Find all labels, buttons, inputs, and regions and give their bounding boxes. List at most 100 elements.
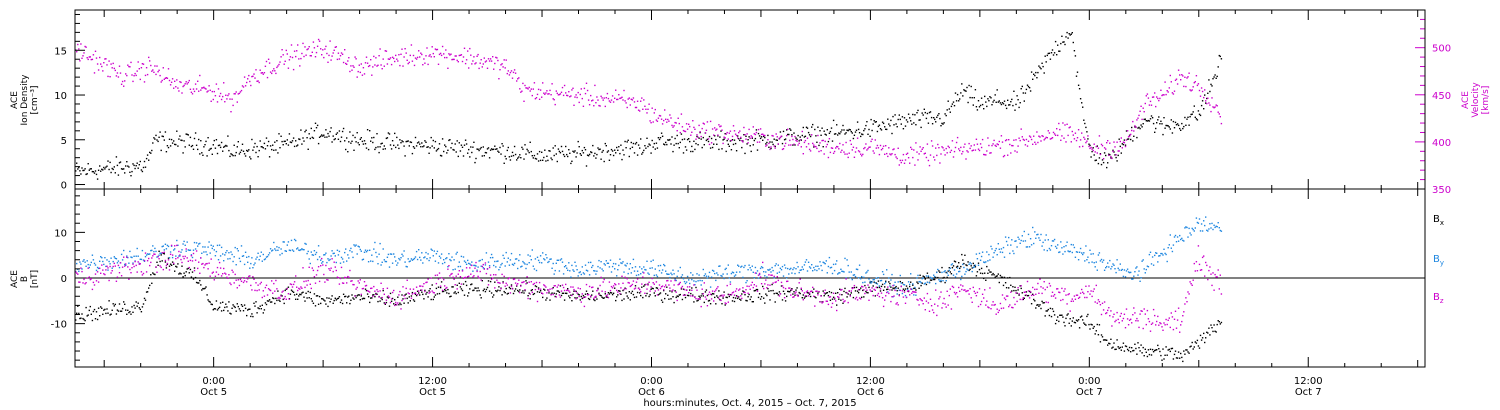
velocity-point: [921, 148, 923, 150]
field-by-point: [1085, 245, 1087, 247]
field-by-point: [386, 256, 389, 258]
field-bz-point: [230, 283, 232, 286]
field-bz-point: [621, 275, 623, 277]
ion-density-point: [192, 148, 195, 150]
field-bx-point: [1196, 339, 1199, 342]
field-bx-point: [337, 297, 340, 299]
field-by-point: [399, 259, 401, 261]
field-bx-point: [224, 306, 226, 309]
field-bz-point: [551, 288, 553, 290]
velocity-point: [719, 125, 721, 128]
field-bz-point: [484, 262, 487, 264]
field-by-point: [1009, 252, 1011, 255]
velocity-point: [241, 85, 244, 87]
velocity-point: [1025, 138, 1028, 141]
field-by-point: [689, 282, 691, 285]
field-by-point: [947, 274, 949, 276]
field-by-point: [463, 260, 466, 262]
velocity-point: [1186, 77, 1188, 79]
field-by-point: [543, 258, 545, 260]
field-bx-point: [1215, 331, 1217, 333]
velocity-point: [483, 57, 485, 59]
field-bz-point: [126, 256, 128, 258]
field-by-point: [913, 294, 915, 296]
velocity-point: [501, 63, 503, 65]
field-bx-point: [978, 268, 981, 271]
velocity-point: [1115, 154, 1117, 156]
field-bx-point: [149, 284, 151, 287]
field-bx-point: [170, 264, 173, 266]
field-by-point: [448, 253, 450, 255]
field-by-point: [944, 270, 946, 272]
velocity-point: [670, 117, 672, 119]
field-by-point: [1041, 245, 1043, 247]
ion-density-point: [933, 117, 935, 119]
velocity-point: [459, 54, 462, 56]
ion-density-point: [448, 139, 450, 142]
field-bx-point: [304, 300, 306, 302]
field-bz-point: [530, 281, 532, 283]
field-bx-point: [869, 282, 871, 284]
field-bx-point: [191, 271, 194, 273]
velocity-point: [367, 65, 370, 68]
field-by-point: [562, 273, 565, 275]
field-bz-point: [585, 283, 588, 286]
field-bx-point: [1003, 276, 1006, 279]
ion-density-point: [121, 168, 124, 170]
ion-density-point: [1165, 124, 1167, 127]
field-by-point: [225, 251, 227, 254]
field-by-point: [875, 277, 877, 279]
field-by-point: [771, 266, 773, 269]
field-bz-point: [573, 288, 575, 291]
ion-density-point: [154, 138, 156, 140]
field-bx-point: [551, 292, 553, 294]
ion-density-point: [137, 167, 139, 169]
field-bx-point: [329, 301, 331, 303]
ion-density-point: [208, 149, 210, 151]
field-by-point: [293, 238, 296, 241]
field-bz-point: [577, 287, 579, 289]
ion-density-point: [88, 169, 90, 171]
velocity-point: [207, 90, 209, 92]
field-by-point: [768, 269, 770, 271]
ion-density-point: [468, 148, 470, 151]
field-bx-point: [485, 288, 488, 291]
field-by-point: [222, 253, 224, 255]
velocity-point: [609, 101, 612, 103]
velocity-point: [520, 91, 522, 93]
field-bx-point: [219, 302, 222, 304]
velocity-point: [310, 55, 312, 57]
ion-density-point: [269, 145, 272, 147]
field-bx-point: [537, 287, 540, 289]
field-by-point: [861, 276, 863, 278]
field-by-point: [453, 259, 455, 261]
field-by-point: [665, 270, 667, 272]
velocity-point: [375, 57, 377, 59]
velocity-point: [993, 139, 995, 142]
field-bz-point: [118, 272, 121, 274]
field-by-point: [578, 271, 580, 274]
field-by-point: [569, 270, 571, 272]
field-bx-point: [833, 298, 836, 300]
field-by-point: [1144, 272, 1146, 274]
velocity-point: [1200, 87, 1203, 89]
ion-density-point: [153, 137, 155, 139]
ion-density-point: [897, 118, 899, 121]
field-bz-point: [135, 264, 137, 267]
field-bx-point: [648, 295, 650, 298]
field-bx-point: [1067, 313, 1069, 315]
velocity-point: [909, 162, 911, 164]
field-by-point: [890, 279, 892, 281]
field-bz-point: [180, 258, 182, 261]
field-by-point: [791, 272, 793, 274]
velocity-point: [314, 56, 317, 58]
field-by-point: [582, 272, 585, 274]
velocity-point: [1078, 146, 1081, 148]
field-bx-point: [651, 287, 653, 289]
velocity-point: [1039, 136, 1041, 138]
velocity-point: [814, 145, 816, 148]
velocity-point: [656, 120, 659, 122]
field-bx-point: [1052, 310, 1055, 313]
field-bz-point: [348, 276, 350, 278]
field-bx-point: [356, 295, 358, 297]
